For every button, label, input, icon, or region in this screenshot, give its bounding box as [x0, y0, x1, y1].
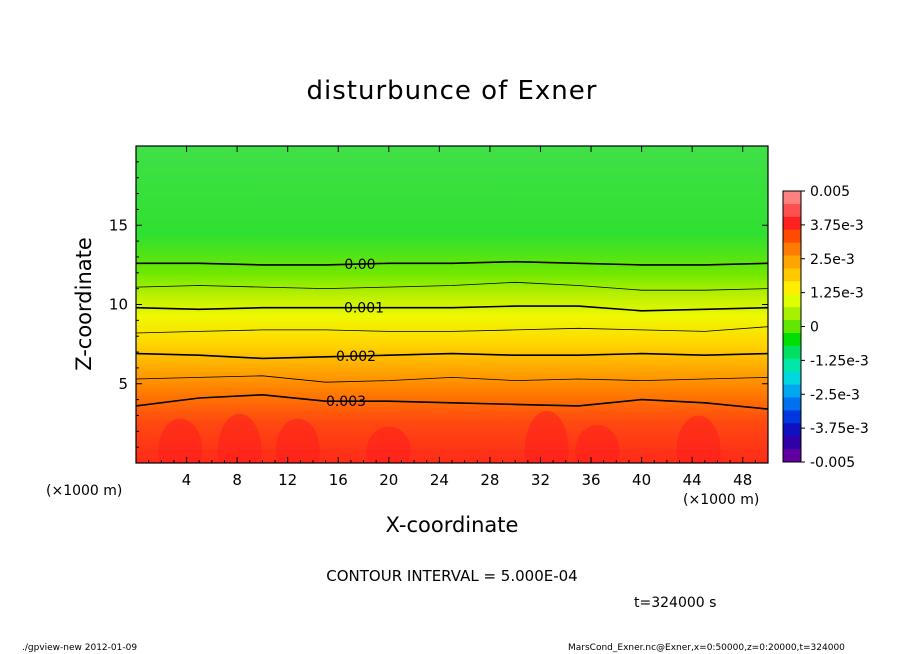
footer-source: MarsCond_Exner.nc@Exner,x=0:50000,z=0:20… — [568, 643, 845, 653]
colorbar-swatch-18 — [783, 423, 801, 437]
surface-blob-0 — [158, 418, 203, 463]
colorbar-swatch-20 — [783, 449, 801, 463]
contour-line-1 — [136, 281, 768, 291]
contour-label-1: 0.001 — [344, 301, 384, 317]
colorbar-swatch-1 — [783, 203, 801, 218]
colorbar-swatch-7 — [783, 281, 801, 295]
colorbar-swatch-17 — [783, 410, 801, 424]
contour-line-2 — [136, 305, 768, 312]
contour-interval-label: CONTOUR INTERVAL = 5.000E-04 — [326, 567, 578, 585]
colorbar-swatch-3 — [783, 229, 801, 244]
x-tick-label-5: 24 — [430, 471, 449, 489]
x-tick-label-3: 16 — [329, 471, 348, 489]
x-tick-label-2: 12 — [278, 471, 297, 489]
colorbar-label-5: -1.25e-3 — [810, 353, 869, 369]
y-tick-label-0: 5 — [118, 375, 128, 393]
x-tick-label-11: 48 — [733, 471, 752, 489]
colorbar-swatch-15 — [783, 384, 801, 398]
colorbar-swatch-4 — [783, 242, 801, 257]
contour-line-0 — [136, 260, 768, 266]
colorbar-swatch-9 — [783, 307, 801, 321]
colorbar-swatch-11 — [783, 332, 801, 347]
colorbar-swatch-12 — [783, 345, 801, 360]
colorbar-label-3: 1.25e-3 — [810, 286, 864, 302]
colorbar-swatch-5 — [783, 255, 801, 269]
colorbar-label-6: -2.5e-3 — [810, 387, 860, 403]
chart-title: disturbunce of Exner — [306, 76, 598, 106]
colorbar-swatch-19 — [783, 436, 801, 450]
y-axis-label: Z-coordinate — [72, 237, 96, 371]
x-axis-unit: (×1000 m) — [683, 492, 760, 508]
colorbar-swatch-13 — [783, 358, 801, 373]
surface-blob-4 — [524, 410, 569, 463]
contour-line-5 — [136, 375, 768, 383]
colorbar-swatch-16 — [783, 397, 801, 411]
x-tick-label-1: 8 — [232, 471, 242, 489]
y-tick-label-2: 15 — [109, 216, 128, 234]
x-tick-label-6: 28 — [480, 471, 499, 489]
y-axis-unit: (×1000 m) — [46, 483, 123, 499]
x-axis-label: X-coordinate — [385, 513, 519, 537]
colorbar-label-1: 3.75e-3 — [810, 218, 864, 234]
x-tick-label-4: 20 — [379, 471, 398, 489]
y-tick-label-1: 10 — [109, 296, 128, 314]
x-tick-label-8: 36 — [581, 471, 600, 489]
colorbar-swatch-10 — [783, 320, 801, 334]
contour-label-2: 0.002 — [336, 349, 376, 365]
colorbar-label-7: -3.75e-3 — [810, 421, 869, 437]
surface-blob-2 — [275, 418, 320, 463]
colorbar-swatch-0 — [783, 191, 801, 205]
colorbar-label-8: -0.005 — [810, 455, 855, 471]
plot-field — [136, 146, 768, 463]
contour-line-3 — [136, 326, 768, 334]
contour-line-6 — [136, 393, 768, 410]
x-tick-label-10: 44 — [683, 471, 702, 489]
colorbar-label-4: 0 — [810, 320, 819, 336]
surface-blob-1 — [217, 413, 262, 463]
contour-label-0: 0.00 — [344, 257, 375, 273]
colorbar-swatch-2 — [783, 216, 801, 231]
contour-label-3: 0.003 — [326, 394, 366, 410]
x-tick-label-7: 32 — [531, 471, 550, 489]
time-label: t=324000 s — [634, 595, 717, 611]
colorbar-swatch-14 — [783, 371, 801, 386]
contour-line-4 — [136, 352, 768, 360]
x-tick-label-0: 4 — [182, 471, 192, 489]
surface-blob-6 — [676, 415, 721, 463]
colorbar-label-2: 2.5e-3 — [810, 252, 855, 268]
colorbar-swatch-8 — [783, 294, 801, 308]
surface-blob-5 — [575, 424, 620, 463]
surface-blob-3 — [366, 426, 411, 463]
x-tick-label-9: 40 — [632, 471, 651, 489]
colorbar-swatch-6 — [783, 268, 801, 282]
footer-program-date: ./gpview-new 2012-01-09 — [22, 643, 138, 653]
colorbar-label-0: 0.005 — [810, 184, 850, 200]
